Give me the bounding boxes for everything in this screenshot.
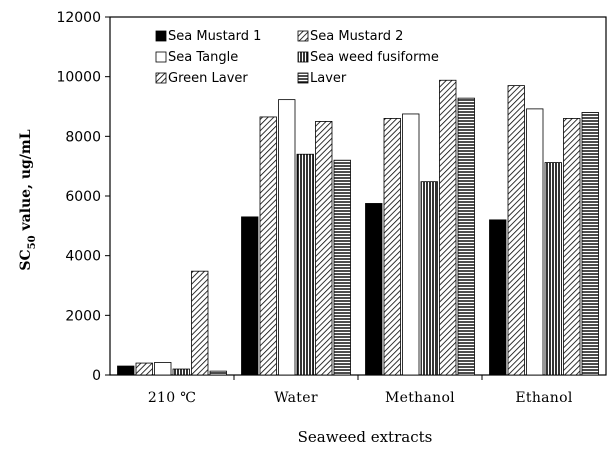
bar (457, 97, 475, 376)
bar (241, 216, 259, 376)
legend-swatch (297, 51, 309, 63)
x-category-label: Ethanol (515, 390, 572, 406)
legend-label: Sea Tangle (168, 50, 238, 65)
bar (191, 270, 209, 376)
legend-swatch (155, 51, 167, 63)
bar (259, 116, 277, 376)
bar (439, 79, 457, 376)
legend-swatch (297, 30, 309, 42)
x-category-label: Methanol (385, 390, 455, 406)
y-tick-label: 10000 (56, 70, 101, 86)
bar (563, 118, 581, 376)
bar (172, 368, 190, 376)
bar (154, 362, 172, 376)
bar (489, 219, 507, 376)
bar (402, 113, 420, 376)
y-tick-label: 2000 (65, 308, 101, 324)
y-axis-title-rest: value, ug/mL (18, 129, 34, 235)
y-axis-title-main: SC (18, 249, 34, 270)
x-category-label: Water (274, 390, 318, 406)
legend-swatch (297, 72, 309, 84)
y-tick-label: 8000 (65, 129, 101, 145)
bar (278, 99, 296, 376)
bar (526, 108, 544, 376)
y-tick-label: 12000 (56, 10, 101, 26)
x-axis-categories: 210 ℃ Water Methanol Ethanol (148, 375, 573, 406)
y-axis-title-sub: 50 (27, 235, 38, 249)
bar (420, 181, 438, 376)
x-category-label: 210 ℃ (148, 390, 196, 406)
y-axis-ticks: 0 2000 4000 6000 8000 10000 12000 (56, 10, 110, 384)
y-tick-label: 0 (92, 368, 101, 384)
bar (581, 112, 599, 376)
x-axis-title: Seaweed extracts (298, 428, 433, 446)
bar (507, 85, 525, 376)
bar (365, 203, 383, 376)
y-axis-title: SC50 value, ug/mL (18, 129, 38, 270)
bar (383, 118, 401, 376)
legend: Sea Mustard 1 Sea Mustard 2 Sea Tangle Sea … (155, 29, 439, 86)
plot-area (109, 16, 607, 376)
legend-label: Laver (310, 71, 347, 86)
bar (209, 370, 227, 376)
legend-swatch (155, 30, 167, 42)
legend-label: Sea weed fusiforme (310, 50, 439, 65)
bar (135, 362, 153, 376)
y-tick-label: 4000 (65, 249, 101, 265)
bar (117, 365, 135, 376)
legend-label: Sea Mustard 1 (168, 29, 261, 44)
bar (296, 153, 314, 376)
legend-label: Green Laver (168, 71, 248, 86)
y-tick-label: 6000 (65, 189, 101, 205)
legend-swatch (155, 72, 167, 84)
bar (315, 121, 333, 376)
bar (544, 162, 562, 376)
legend-label: Sea Mustard 2 (310, 29, 403, 44)
bar (333, 159, 351, 376)
